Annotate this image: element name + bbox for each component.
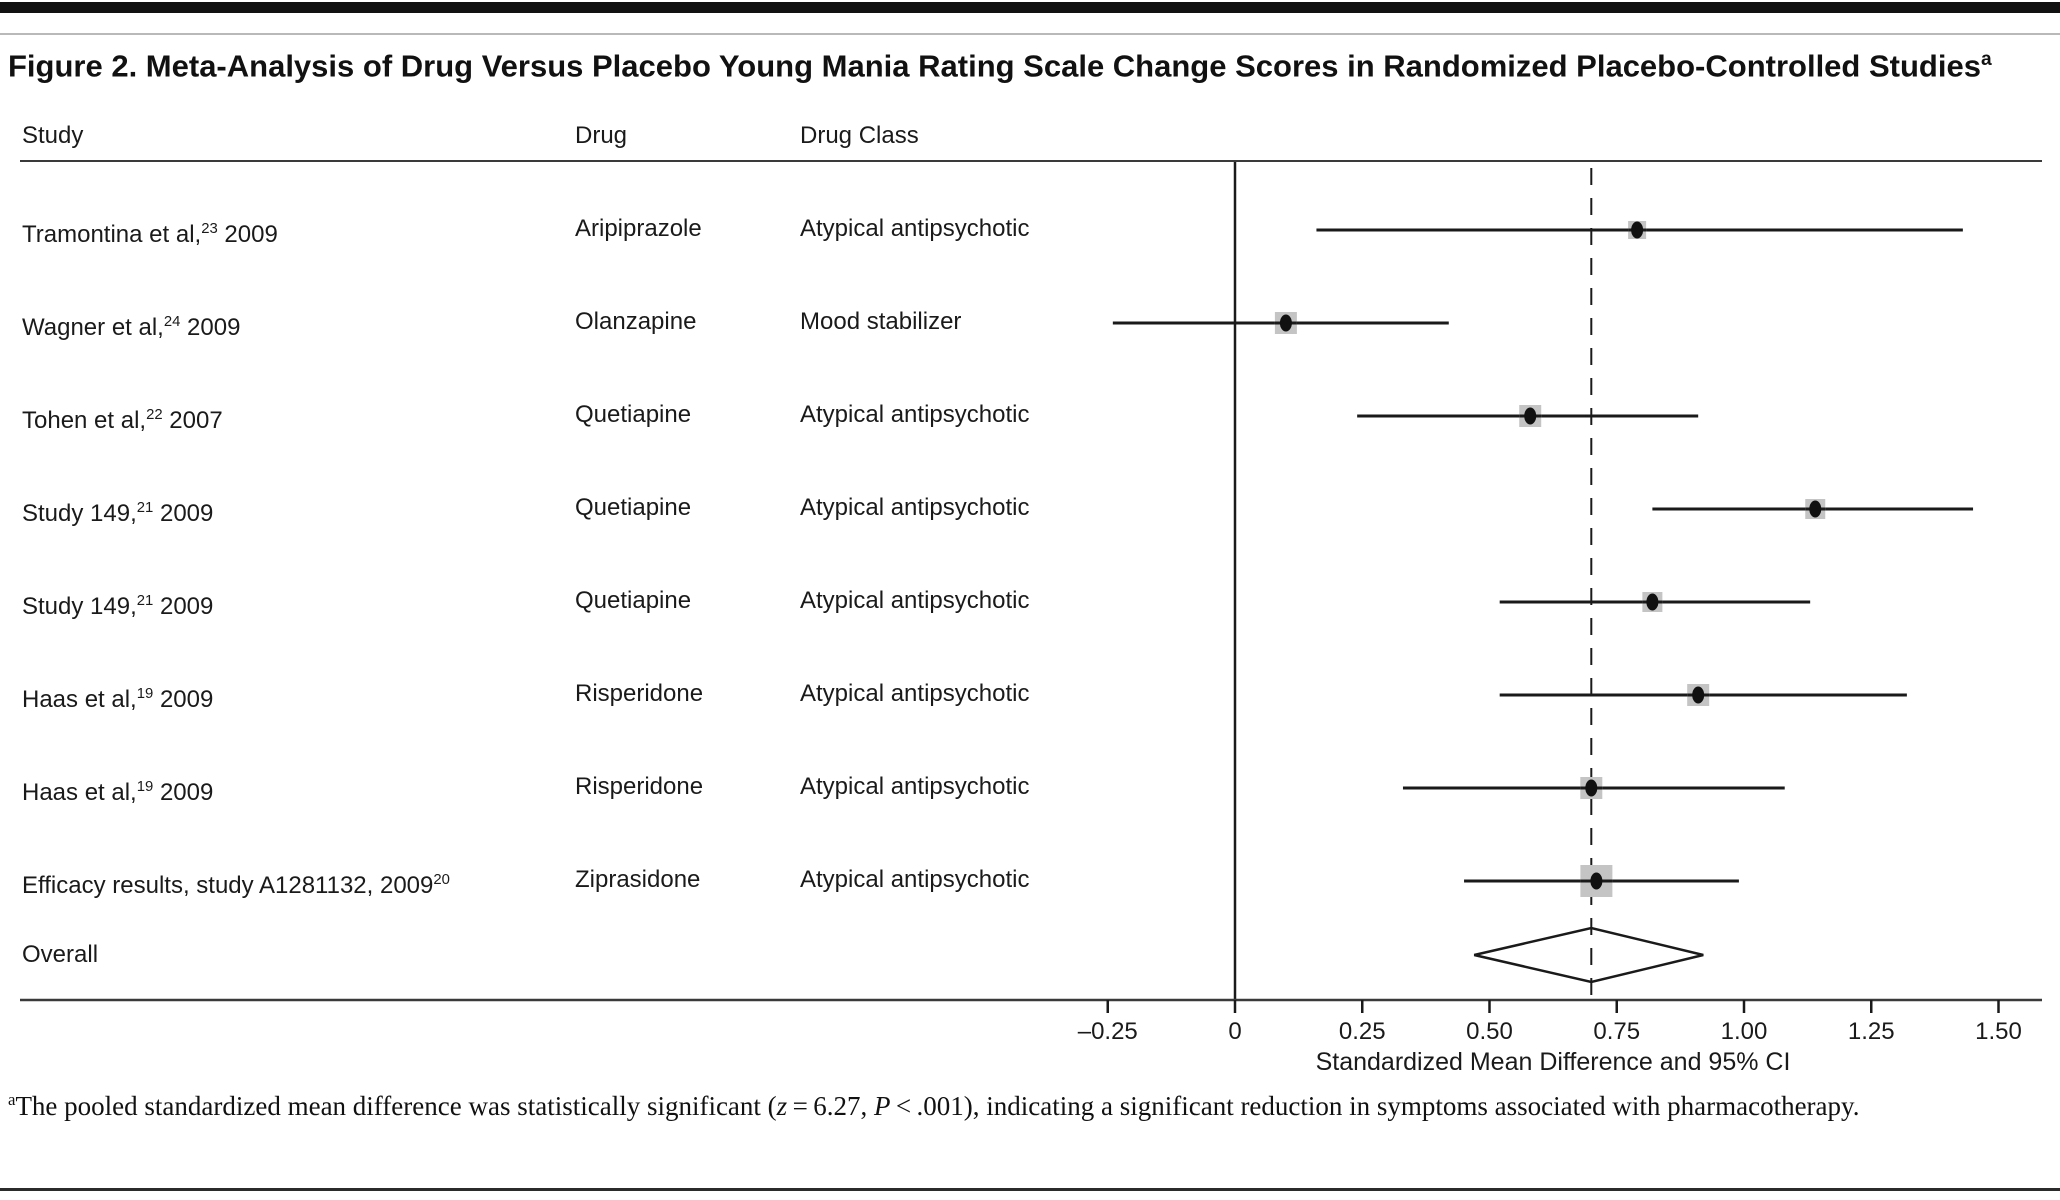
title-footnote-marker: a — [1980, 49, 1992, 70]
top-border-bar — [0, 2, 2060, 13]
overall-diamond — [1473, 926, 1704, 984]
drug-class-cell: Atypical antipsychotic — [800, 866, 1030, 893]
drug-cell: Quetiapine — [575, 587, 692, 614]
drug-class-cell: Atypical antipsychotic — [800, 494, 1030, 521]
drug-class-cell: Atypical antipsychotic — [800, 680, 1030, 707]
drug-cell: Risperidone — [575, 680, 704, 707]
axis-tick-label: 1.50 — [1975, 1018, 2022, 1045]
reference-superscript: 19 — [136, 686, 154, 702]
study-cell: Study 149,21 2009 — [22, 593, 214, 620]
point-estimate-dot — [1692, 686, 1705, 704]
reference-superscript: 20 — [433, 872, 450, 888]
drug-cell: Quetiapine — [575, 494, 692, 521]
footnote-segment: = 6.27, — [787, 1091, 874, 1121]
footnote-segment: < .001), indicating a significant reduct… — [890, 1091, 1860, 1121]
footnote-text: The pooled standardized mean difference … — [15, 1091, 1859, 1121]
footnote-marker: a — [8, 1090, 16, 1109]
axis-tick-label: 1.25 — [1847, 1018, 1895, 1045]
header-rule — [20, 160, 2042, 162]
reference-superscript: 21 — [136, 500, 154, 516]
axis-tick-label: 0.25 — [1338, 1018, 1386, 1045]
point-estimate-dot — [1585, 779, 1598, 797]
column-header-drug: Drug — [575, 122, 628, 149]
footnote-stat-symbol: P — [873, 1091, 891, 1121]
reference-superscript: 23 — [201, 221, 218, 237]
axis-tick-label: 0.75 — [1593, 1018, 1641, 1045]
figure-title-text: Figure 2. Meta-Analysis of Drug Versus P… — [8, 48, 1981, 84]
footnote-stat-symbol: z — [776, 1091, 788, 1121]
drug-class-cell: Atypical antipsychotic — [800, 401, 1030, 428]
study-cell: Tramontina et al,23 2009 — [22, 221, 278, 248]
drug-cell: Quetiapine — [575, 401, 692, 428]
axis-title: Standardized Mean Difference and 95% CI — [1315, 1048, 1791, 1076]
footnote: aThe pooled standardized mean difference… — [8, 1082, 2060, 1124]
axis-tick-label: 0 — [1228, 1018, 1242, 1045]
axis-tick-label: 0.50 — [1466, 1018, 1513, 1045]
study-cell: Efficacy results, study A1281132, 200920 — [22, 872, 450, 899]
drug-class-cell: Atypical antipsychotic — [800, 773, 1030, 800]
footnote-segment: The pooled standardized mean difference … — [15, 1091, 777, 1121]
column-header-study: Study — [22, 122, 84, 149]
point-estimate-dot — [1279, 314, 1292, 332]
reference-superscript: 21 — [136, 593, 154, 609]
point-estimate-dot — [1631, 221, 1644, 239]
axis-tick-label: 1.00 — [1720, 1018, 1768, 1045]
overall-label: Overall — [22, 941, 99, 968]
top-thin-rule — [0, 33, 2060, 35]
axis-tick-label: –0.25 — [1077, 1018, 1138, 1045]
drug-cell: Olanzapine — [575, 308, 697, 335]
study-cell: Haas et al,19 2009 — [22, 779, 214, 806]
reference-superscript: 24 — [163, 314, 181, 330]
study-cell: Study 149,21 2009 — [22, 500, 214, 527]
column-header-drug-class: Drug Class — [800, 122, 919, 149]
drug-cell: Risperidone — [575, 773, 704, 800]
point-estimate-dot — [1809, 500, 1822, 518]
point-estimate-dot — [1524, 407, 1537, 425]
study-cell: Tohen et al,22 2007 — [22, 407, 223, 434]
drug-cell: Ziprasidone — [575, 866, 701, 893]
study-cell: Haas et al,19 2009 — [22, 686, 214, 713]
study-cell: Wagner et al,24 2009 — [22, 314, 241, 341]
figure-title: Figure 2. Meta-Analysis of Drug Versus P… — [8, 42, 2054, 84]
drug-class-cell: Atypical antipsychotic — [800, 215, 1030, 242]
drug-class-cell: Atypical antipsychotic — [800, 587, 1030, 614]
reference-superscript: 19 — [136, 779, 154, 795]
bottom-border-rule — [0, 1188, 2060, 1191]
drug-cell: Aripiprazole — [575, 215, 702, 242]
drug-class-cell: Mood stabilizer — [800, 308, 962, 335]
point-estimate-dot — [1590, 872, 1603, 890]
point-estimate-dot — [1646, 593, 1659, 611]
reference-superscript: 22 — [146, 407, 163, 423]
